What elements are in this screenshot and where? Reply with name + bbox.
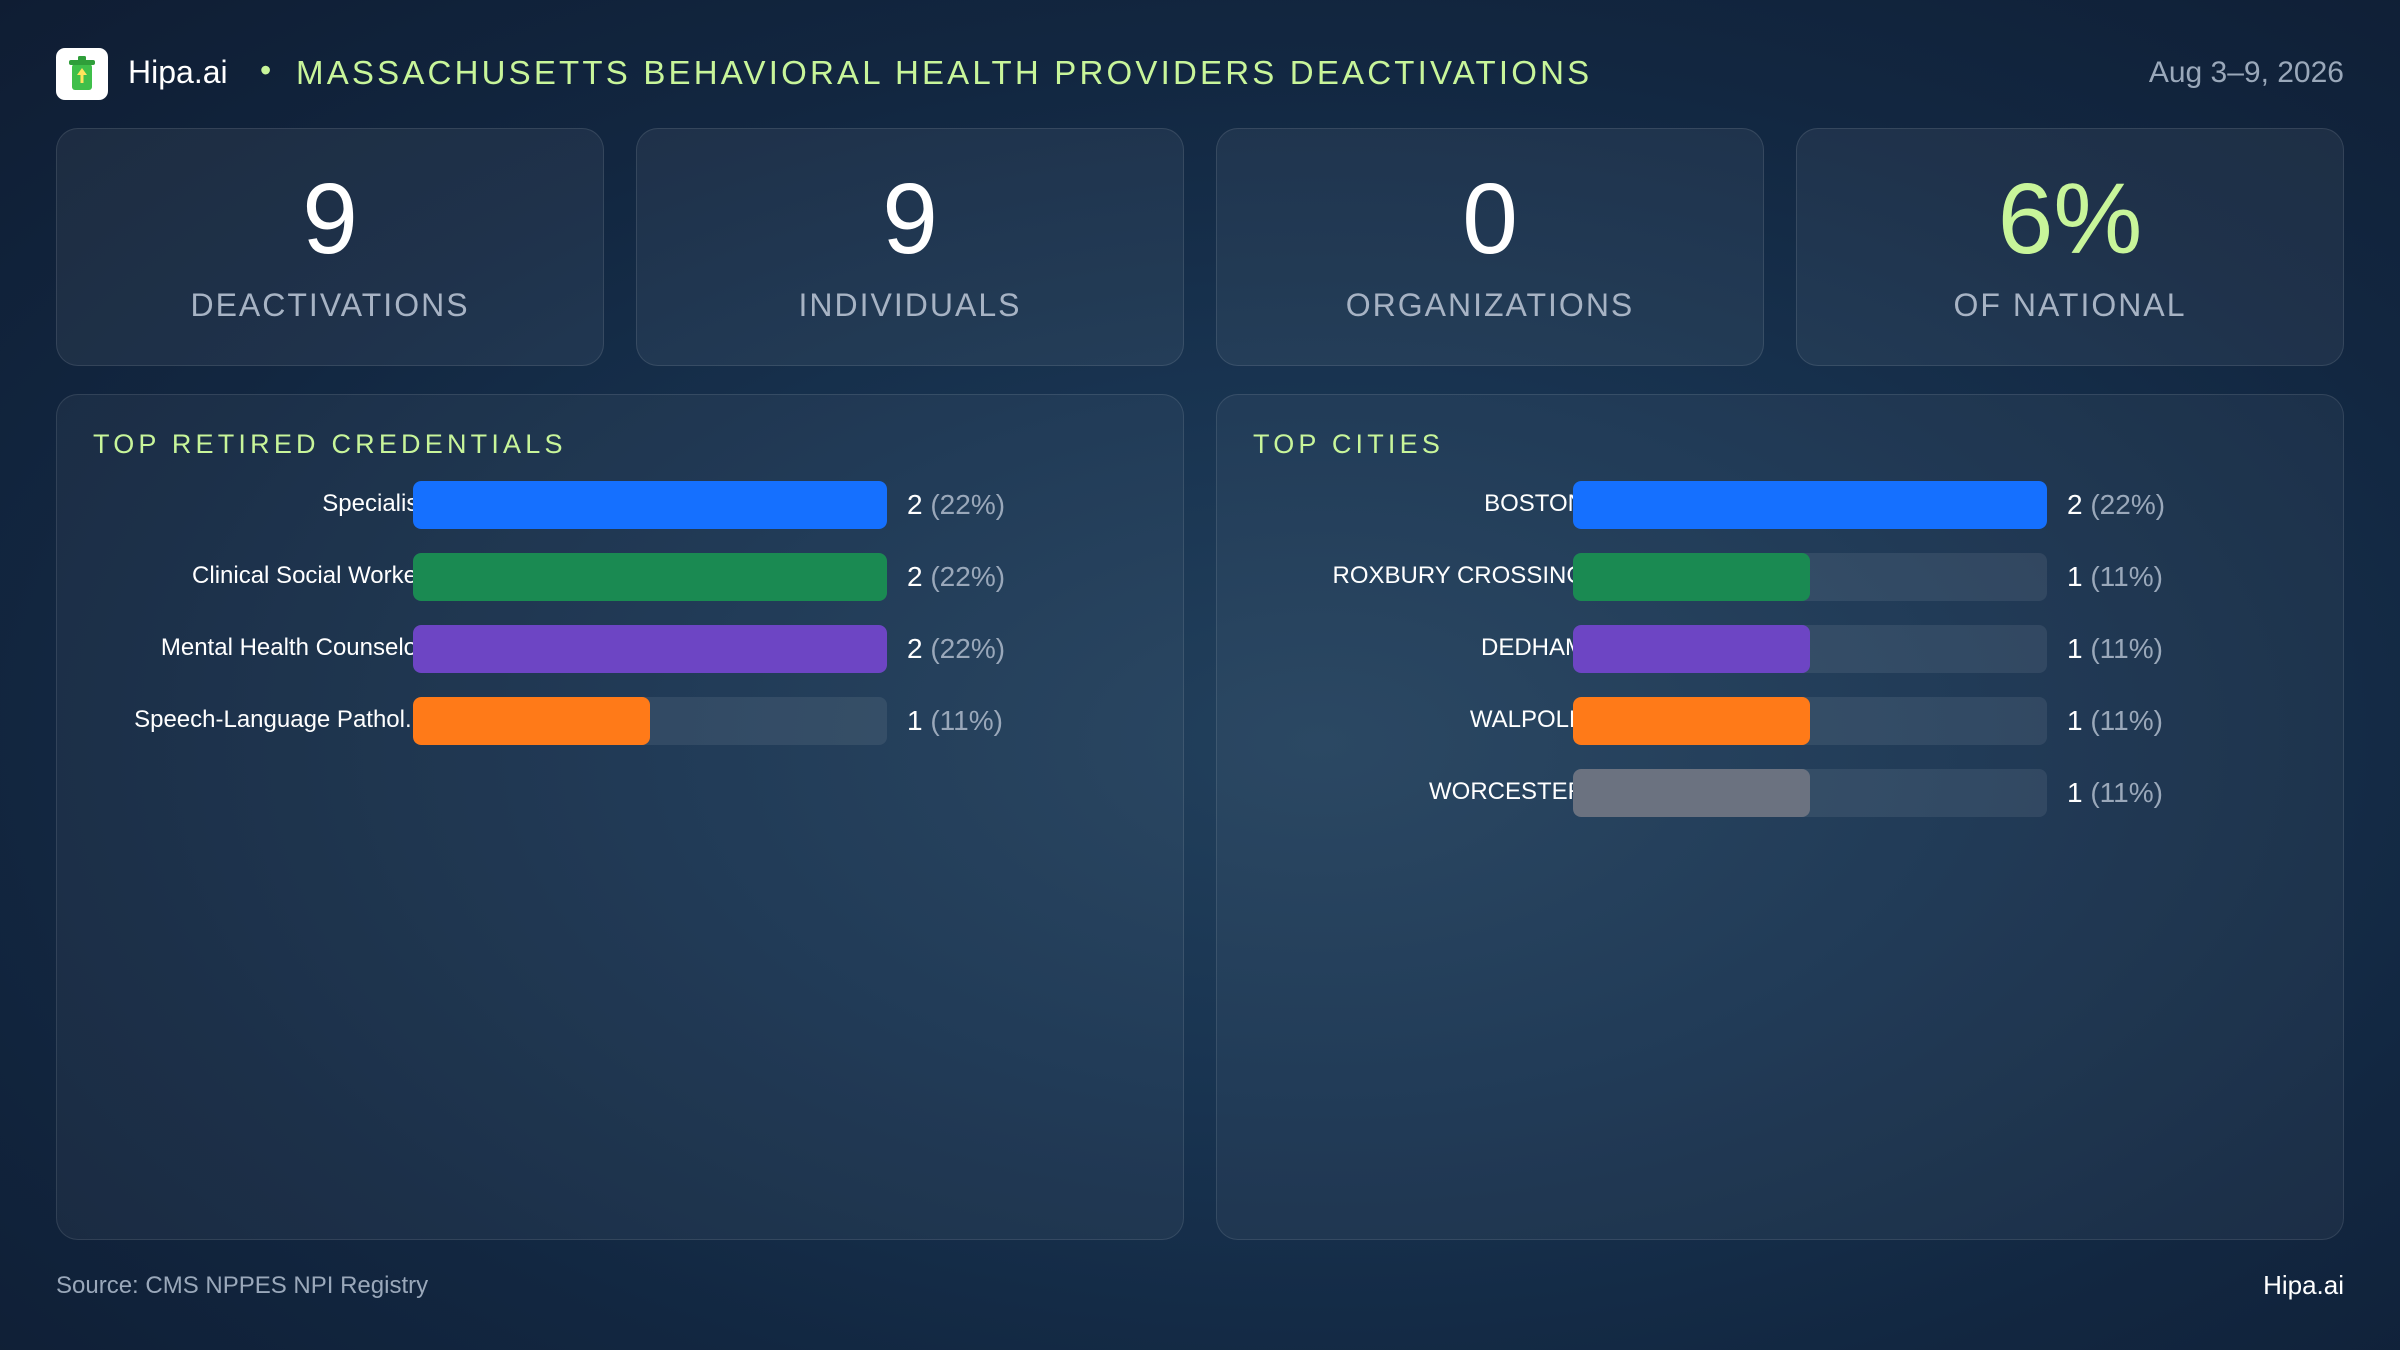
bar-fill — [1573, 481, 2047, 529]
bar-count: 2 — [907, 561, 923, 592]
bar-value: 1 (11%) — [907, 705, 1003, 737]
bar-percent: (11%) — [930, 705, 1003, 736]
credential-label: Clinical Social Worker — [192, 562, 425, 589]
kpi-value: 9 — [302, 163, 358, 275]
bar-value: 1 (11%) — [2067, 705, 2163, 737]
bar-track — [1573, 625, 2047, 673]
panel-title: TOP RETIRED CREDENTIALS — [93, 429, 567, 459]
city-bar-row: WORCESTER 1 (11%) — [1217, 769, 2343, 817]
bar-track — [1573, 697, 2047, 745]
panel-top-cities: TOP CITIES BOSTON 2 (22%) ROXBURY CROSSING… — [1216, 394, 2344, 1240]
city-label: WORCESTER — [1429, 778, 1585, 805]
kpi-value: 6% — [1997, 163, 2143, 275]
bar-track — [1573, 553, 2047, 601]
bar-fill — [413, 697, 650, 745]
bar-percent: (22%) — [930, 561, 1006, 592]
city-label: DEDHAM — [1480, 634, 1585, 661]
header: Hipa.ai • MASSACHUSETTS BEHAVIORAL HEALT… — [56, 46, 2344, 102]
page-title: MASSACHUSETTS BEHAVIORAL HEALTH PROVIDER… — [296, 54, 1593, 91]
bar-fill — [1573, 553, 1810, 601]
kpi-label: ORGANIZATIONS — [1345, 287, 1635, 323]
bar-count: 1 — [2067, 561, 2083, 592]
credential-bar-row: Mental Health Counselor 2 (22%) — [57, 625, 1183, 673]
bar-count: 1 — [2067, 705, 2083, 736]
city-bar-row: BOSTON 2 (22%) — [1217, 481, 2343, 529]
city-label: BOSTON — [1484, 490, 1585, 517]
kpi-row: 9 DEACTIVATIONS 9 INDIVIDUALS 0 ORGANIZA… — [56, 128, 2344, 366]
credential-bar-row: Specialist 2 (22%) — [57, 481, 1183, 529]
kpi-card-deactivations: 9 DEACTIVATIONS — [56, 128, 604, 366]
footer-brand: Hipa.ai — [2263, 1270, 2344, 1300]
bar-value: 2 (22%) — [907, 489, 1005, 521]
bar-percent: (22%) — [930, 633, 1006, 664]
trash-can-icon — [69, 56, 95, 90]
bar-value: 2 (22%) — [907, 633, 1005, 665]
bar-fill — [1573, 697, 1810, 745]
bar-track — [1573, 769, 2047, 817]
panel-top-retired-credentials: TOP RETIRED CREDENTIALS Specialist 2 (22%… — [56, 394, 1184, 1240]
bar-track — [413, 553, 887, 601]
city-bar-row: ROXBURY CROSSING 1 (11%) — [1217, 553, 2343, 601]
kpi-label: INDIVIDUALS — [798, 287, 1022, 323]
kpi-value: 9 — [882, 163, 938, 275]
bar-fill — [1573, 625, 1810, 673]
bar-percent: (11%) — [2090, 777, 2163, 808]
bar-track — [413, 697, 887, 745]
kpi-label: OF NATIONAL — [1953, 287, 2187, 323]
footer-source: Source: CMS NPPES NPI Registry — [56, 1272, 429, 1299]
credential-label: Specialist — [322, 490, 425, 517]
bar-count: 2 — [907, 489, 923, 520]
bar-fill — [1573, 769, 1810, 817]
date-range: Aug 3–9, 2026 — [2148, 56, 2344, 89]
kpi-card-individuals: 9 INDIVIDUALS — [636, 128, 1184, 366]
bar-fill — [413, 625, 887, 673]
kpi-card-organizations: 0 ORGANIZATIONS — [1216, 128, 1764, 366]
bar-percent: (11%) — [2090, 705, 2163, 736]
kpi-value: 0 — [1462, 163, 1518, 275]
bar-track — [1573, 481, 2047, 529]
bar-fill — [413, 553, 887, 601]
bar-count: 1 — [2067, 777, 2083, 808]
bar-fill — [413, 481, 887, 529]
bar-count: 1 — [2067, 633, 2083, 664]
bar-percent: (11%) — [2090, 633, 2163, 664]
panel-title: TOP CITIES — [1253, 429, 1445, 459]
bar-value: 1 (11%) — [2067, 777, 2163, 809]
bar-percent: (22%) — [2090, 489, 2166, 520]
credential-bar-row: Clinical Social Worker 2 (22%) — [57, 553, 1183, 601]
logo — [56, 48, 108, 100]
title-separator: • — [260, 52, 272, 88]
city-label: ROXBURY CROSSING — [1332, 562, 1585, 589]
credential-bar-row: Speech-Language Pathol... 1 (11%) — [57, 697, 1183, 745]
kpi-card-of-national: 6% OF NATIONAL — [1796, 128, 2344, 366]
credential-label: Speech-Language Pathol... — [134, 706, 425, 733]
city-label: WALPOLE — [1469, 706, 1585, 733]
bar-count: 1 — [907, 705, 923, 736]
bar-value: 1 (11%) — [2067, 561, 2163, 593]
brand-name: Hipa.ai — [128, 54, 228, 90]
kpi-label: DEACTIVATIONS — [190, 287, 470, 323]
bar-value: 1 (11%) — [2067, 633, 2163, 665]
credential-label: Mental Health Counselor — [160, 634, 425, 661]
bar-percent: (11%) — [2090, 561, 2163, 592]
bar-track — [413, 625, 887, 673]
bar-count: 2 — [2067, 489, 2083, 520]
city-bar-row: DEDHAM 1 (11%) — [1217, 625, 2343, 673]
bar-track — [413, 481, 887, 529]
bar-value: 2 (22%) — [2067, 489, 2165, 521]
bar-count: 2 — [907, 633, 923, 664]
city-bar-row: WALPOLE 1 (11%) — [1217, 697, 2343, 745]
bar-percent: (22%) — [930, 489, 1006, 520]
bar-value: 2 (22%) — [907, 561, 1005, 593]
